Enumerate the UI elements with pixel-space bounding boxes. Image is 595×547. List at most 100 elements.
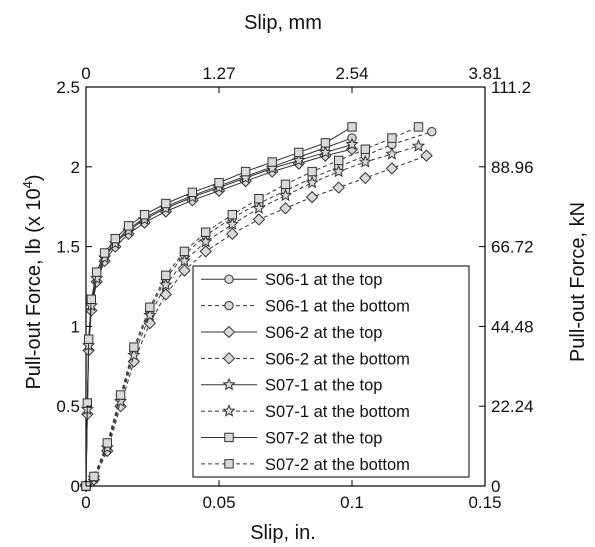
y-tick-label-2: 1: [71, 317, 80, 336]
series-6-point-7: [123, 221, 134, 231]
series-3-point-16: [420, 149, 433, 162]
series-6-point-8: [139, 209, 150, 220]
series-5-point-9: [225, 217, 239, 230]
series-3-point-8: [199, 245, 212, 258]
legend-marker-5: [222, 404, 236, 417]
series-1-point-16: [427, 126, 437, 137]
legend-label-1: S06-1 at the bottom: [265, 298, 410, 316]
series-7-point-16: [413, 122, 424, 132]
series-5-point-13: [332, 164, 346, 178]
right-tick-label-2: 44.48: [491, 317, 534, 336]
y-axis-label-left-main: Pull-out Force, lb (x 10: [23, 188, 45, 389]
top-tick-label-2: 2.54: [335, 64, 368, 83]
series-7-point-5: [145, 302, 155, 312]
ticks-layer: 0 0.05 0.1 0.150 1.27 2.54 3.8100.511.522.5022…: [56, 64, 533, 512]
y-axis-label-right: Pull-out Force, kN: [567, 202, 589, 362]
right-tick-label-3: 66.72: [491, 238, 534, 257]
series-5-point-11: [278, 188, 293, 202]
series-4-point-15: [318, 145, 333, 159]
series-5-point-7: [177, 253, 192, 267]
series-3-point-10: [252, 213, 266, 226]
right-tick-label-0: 0: [491, 477, 500, 496]
top-tick-label-0: 0: [81, 64, 90, 83]
series-6-point-2: [83, 334, 94, 344]
legend-marker-1: [224, 300, 234, 311]
series-7: [81, 122, 424, 491]
series-3-point-15: [385, 162, 399, 175]
series-6-point-4: [91, 267, 102, 277]
series-6-point-1: [82, 398, 93, 408]
series-6: [81, 122, 357, 491]
series-7-point-14: [360, 144, 371, 154]
x-axis-label-top: Slip, mm: [244, 12, 322, 34]
y-tick-label-3: 1.5: [56, 238, 80, 257]
series-6-point-16: [347, 122, 357, 132]
series-5-point-14: [358, 155, 372, 168]
y-tick-label-4: 2: [71, 158, 80, 177]
series-7-point-9: [227, 209, 238, 220]
series-5-point-12: [305, 175, 319, 189]
y-tick-label-5: 2.5: [56, 78, 80, 97]
legend-label-0: S06-1 at the top: [265, 271, 382, 289]
series-3-point-14: [359, 171, 372, 185]
right-tick-label-1: 22.24: [491, 397, 534, 416]
series-6-point-11: [214, 178, 224, 188]
series-3-point-12: [305, 190, 319, 204]
y-tick-label-1: 0.5: [56, 397, 80, 416]
series-7-point-6: [161, 270, 171, 281]
series-5-point-16: [411, 139, 426, 152]
x-tick-label-2: 0.1: [340, 493, 364, 512]
legend-marker-7: [224, 459, 234, 469]
x-axis-label-bottom: Slip, in.: [250, 522, 316, 544]
series-7-point-10: [254, 194, 264, 204]
series-3-point-6: [159, 288, 173, 301]
y-tick-label-0: 0: [71, 477, 80, 496]
x-tick-label-0: 0: [81, 493, 90, 512]
legend-label-5: S07-1 at the bottom: [265, 403, 410, 421]
legend-label-4: S07-1 at the top: [265, 377, 382, 395]
series-5-point-8: [199, 234, 213, 248]
series-7-point-7: [179, 246, 190, 257]
series-6-point-12: [240, 166, 251, 177]
series-5-point-5: [143, 308, 157, 321]
legend-marker-6: [224, 432, 234, 443]
series-7-point-2: [102, 438, 112, 448]
series-7-point-1: [89, 471, 99, 482]
legend-label-2: S06-2 at the top: [265, 324, 382, 342]
series-5: [79, 139, 426, 492]
series-3-point-13: [332, 181, 345, 194]
series-3-point-11: [279, 202, 292, 215]
series-6-point-3: [86, 294, 97, 304]
series-3-point-5: [143, 317, 157, 330]
series-6-point-10: [187, 187, 198, 198]
series-5-point-4: [127, 348, 141, 361]
series-5-point-10: [252, 201, 266, 214]
y-axis-label-left: Pull-out Force, lb (x 104): [20, 174, 45, 389]
series-4-point-14: [292, 153, 306, 167]
series-7-point-8: [201, 227, 211, 237]
legend-label-6: S07-2 at the top: [265, 429, 382, 447]
series-6-point-15: [320, 138, 331, 148]
series-6-point-14: [294, 147, 304, 158]
legend-label-3: S06-2 at the bottom: [265, 350, 410, 368]
legend-marker-2: [222, 325, 236, 339]
legend: S06-1 at the top S06-1 at the bottom S06-2…: [192, 265, 470, 478]
series-4-point-16: [345, 137, 359, 151]
y-axis-label-left-close: ): [23, 174, 45, 181]
legend-marker-0: [224, 274, 234, 284]
legend-box: [192, 265, 470, 478]
series-7-point-4: [129, 342, 139, 352]
series-7-point-12: [307, 166, 317, 177]
x-tick-label-3: 0.15: [468, 493, 501, 512]
series-7-point-15: [387, 133, 397, 143]
series-7-point-3: [115, 390, 126, 400]
right-tick-label-5: 111.2: [491, 78, 531, 97]
series-6-point-5: [99, 248, 110, 258]
legend-label-7: S07-2 at the bottom: [265, 456, 410, 474]
legend-marker-4: [222, 377, 236, 391]
series-5-point-15: [385, 147, 399, 160]
series-3-point-7: [178, 264, 191, 277]
series-6-point-13: [267, 157, 277, 167]
series-7-point-13: [334, 155, 344, 166]
